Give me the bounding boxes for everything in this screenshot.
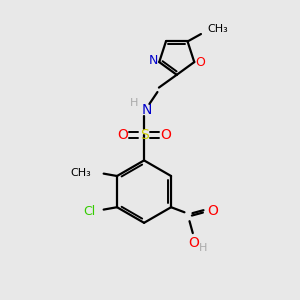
Text: S: S [140,128,148,142]
Text: O: O [188,236,199,250]
Text: H: H [199,243,207,253]
Text: Cl: Cl [84,205,96,218]
Text: N: N [148,54,158,67]
Text: O: O [207,204,218,218]
Text: H: H [130,98,138,108]
Text: O: O [160,128,171,142]
Text: N: N [141,103,152,117]
Text: O: O [195,56,205,69]
Text: CH₃: CH₃ [70,168,91,178]
Text: CH₃: CH₃ [208,24,228,34]
Text: O: O [117,128,128,142]
